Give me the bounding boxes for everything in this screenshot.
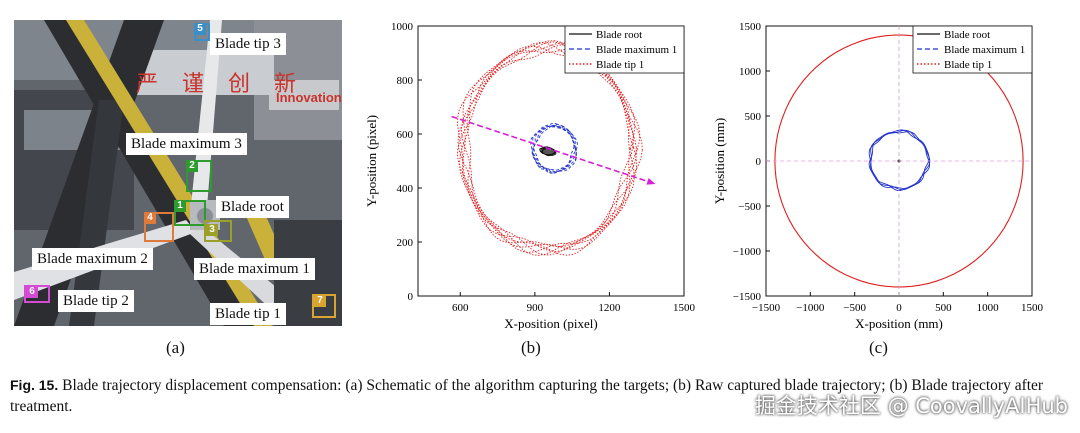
series-blade-maximum-1-line (868, 131, 931, 191)
y-axis-label: Y-position (pixel) (364, 115, 379, 207)
watermark: 掘金技术社区 @ CoovallyAIHub (754, 394, 1068, 418)
x-tick-label: 1500 (673, 302, 696, 314)
series-blade-maximum-1-line (532, 125, 577, 174)
subfig-label-a: (a) (166, 338, 185, 357)
series-blade-maximum-1-line (530, 122, 575, 171)
y-tick-label: 0 (408, 291, 414, 303)
y-tick-label: 800 (397, 75, 414, 87)
legend-label-root: Blade root (596, 29, 642, 41)
label-blade-maximum-3: Blade maximum 3 (126, 133, 247, 155)
legend-label-tip: Blade tip 1 (596, 59, 644, 71)
y-tick-label: 500 (745, 111, 762, 123)
direction-arrowhead (646, 178, 656, 185)
y-tick-label: 200 (397, 237, 414, 249)
sign-english: Innovation (276, 90, 342, 105)
legend-label-root: Blade root (944, 29, 990, 41)
sign-char: 谨 (182, 72, 229, 97)
y-tick-label: 1000 (739, 66, 762, 78)
y-tick-label: −500 (738, 201, 761, 213)
target-number-1: 1 (174, 200, 186, 212)
legend-label-maximum: Blade maximum 1 (596, 44, 677, 56)
subfig-label-c: (c) (869, 338, 888, 357)
photo-schematic: 严谨创新 Innovation 1 2 3 4 5 6 7 Blade tip … (14, 20, 342, 326)
label-blade-maximum-1: Blade maximum 1 (194, 258, 315, 280)
x-axis-label: X-position (mm) (855, 316, 943, 331)
x-tick-label: 600 (452, 302, 469, 314)
target-box-1 (174, 200, 206, 226)
label-blade-tip-3: Blade tip 3 (210, 33, 286, 55)
series-blade-maximum-1-line (533, 125, 578, 174)
caption-text: Blade trajectory displacement compensati… (10, 377, 1044, 415)
target-box-2 (186, 160, 212, 192)
x-tick-label: 1200 (598, 302, 621, 314)
series-blade-maximum-1-line (870, 129, 931, 191)
series-blade-tip-1-line (462, 42, 637, 252)
caption-fig-number: Fig. 15. (10, 377, 59, 393)
chart-raw-trajectory: 600 900 1200 1500 0 200 400 600 800 1000 Blade ro… (364, 21, 696, 331)
target-number-7: 7 (314, 295, 326, 307)
label-blade-root: Blade root (216, 196, 289, 218)
x-tick-label: −1500 (752, 302, 781, 314)
sign-char: 创 (228, 72, 275, 97)
y-tick-label: −1000 (733, 246, 762, 258)
target-number-4: 4 (144, 212, 156, 224)
target-number-5: 5 (194, 23, 206, 35)
sign-chinese: 严谨创新 (136, 66, 320, 98)
target-number-2: 2 (186, 160, 198, 172)
x-tick-label: 900 (527, 302, 544, 314)
sign-char: 严 (136, 72, 183, 97)
x-tick-label: −500 (843, 302, 866, 314)
chart-treated-trajectory: −1500 −1000 −500 0 500 1000 1500 −1500 −1000 −500… (712, 21, 1044, 331)
sign-char: 新 (274, 72, 321, 97)
target-box-4 (144, 212, 174, 242)
legend-label-maximum: Blade maximum 1 (944, 44, 1025, 56)
y-axis-label: Y-position (mm) (712, 118, 727, 204)
x-tick-label: 1500 (1021, 302, 1044, 314)
y-tick-label: 600 (397, 129, 414, 141)
target-number-6: 6 (26, 286, 38, 298)
x-tick-label: 1000 (977, 302, 1000, 314)
y-tick-label: 1500 (739, 21, 762, 33)
subfig-label-b: (b) (521, 338, 541, 357)
y-tick-label: 400 (397, 183, 414, 195)
x-axis-label: X-position (pixel) (504, 316, 598, 331)
legend-label-tip: Blade tip 1 (944, 59, 992, 71)
target-number-3: 3 (206, 224, 218, 236)
x-tick-label: −1000 (796, 302, 825, 314)
target-box-3 (204, 220, 232, 242)
y-tick-label: 0 (756, 156, 762, 168)
label-blade-maximum-2: Blade maximum 2 (32, 248, 153, 270)
y-tick-label: 1000 (391, 21, 414, 33)
figure-caption: Fig. 15. Blade trajectory displacement c… (10, 375, 1060, 417)
series-blade-maximum-1-line (532, 125, 577, 174)
x-tick-label: 500 (935, 302, 952, 314)
label-blade-tip-1: Blade tip 1 (210, 303, 286, 325)
label-blade-tip-2: Blade tip 2 (58, 290, 134, 312)
series-blade-tip-1-line (457, 42, 636, 253)
y-tick-label: −1500 (733, 291, 762, 303)
x-tick-label: 0 (896, 302, 902, 314)
